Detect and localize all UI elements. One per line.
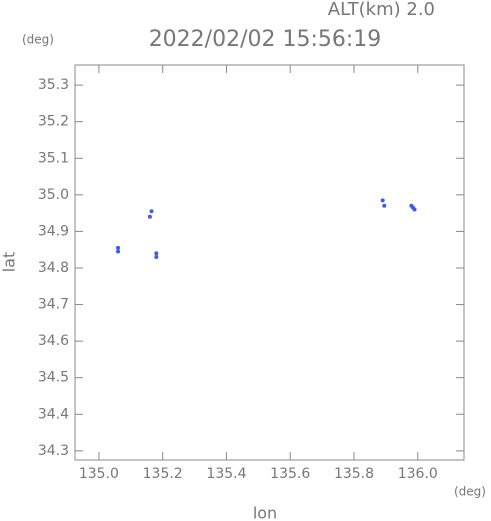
point <box>382 203 387 208</box>
y-unit: (deg) <box>22 33 54 47</box>
x-unit: (deg) <box>454 485 486 499</box>
y-tick-label: 34.3 <box>38 443 69 459</box>
y-tick-label: 34.7 <box>38 297 69 313</box>
point <box>149 209 154 214</box>
point <box>154 255 159 260</box>
y-tick-label: 34.9 <box>38 223 69 239</box>
x-tick-label: 135.0 <box>79 466 119 482</box>
y-axis-label: lat <box>0 252 19 273</box>
chart-subtitle: ALT(km) 2.0 <box>328 0 435 20</box>
x-axis-label: lon <box>253 504 277 521</box>
y-tick-label: 35.0 <box>38 187 69 203</box>
point <box>380 198 385 203</box>
x-tick-label: 135.8 <box>334 466 374 482</box>
x-tick-label: 135.2 <box>143 466 183 482</box>
y-tick-label: 34.4 <box>38 406 69 422</box>
chart-title: 2022/02/02 15:56:19 <box>149 27 382 52</box>
y-tick-label: 35.1 <box>38 150 69 166</box>
point <box>410 205 415 210</box>
x-tick-label: 136.0 <box>398 466 438 482</box>
plot-frame <box>74 64 465 461</box>
point <box>147 214 152 219</box>
point <box>116 245 121 250</box>
x-tick-label: 135.4 <box>206 466 246 482</box>
point <box>116 249 121 254</box>
y-tick-label: 34.8 <box>38 260 69 276</box>
y-tick-label: 35.2 <box>38 114 69 130</box>
x-tick-label: 135.6 <box>270 466 310 482</box>
point <box>154 251 159 256</box>
y-tick-label: 34.5 <box>38 370 69 386</box>
y-tick-label: 35.3 <box>38 77 69 93</box>
y-tick-label: 34.6 <box>38 333 69 349</box>
